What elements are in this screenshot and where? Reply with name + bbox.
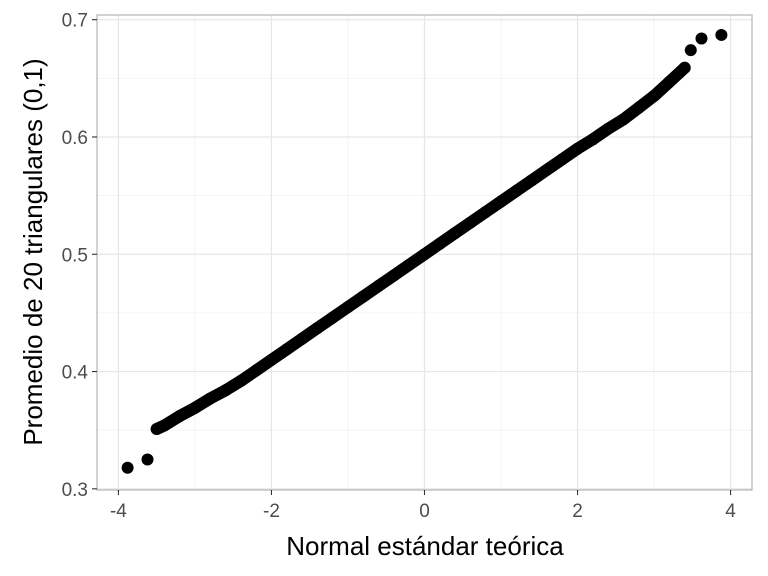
data-point: [556, 153, 569, 166]
y-axis-label: Promedio de 20 triangulares (0,1): [18, 58, 48, 445]
data-point: [219, 384, 232, 397]
data-point: [479, 206, 492, 219]
data-point: [341, 301, 354, 314]
data-point: [586, 133, 599, 146]
data-point: [158, 419, 171, 432]
data-point: [632, 101, 645, 114]
x-tick-label: 4: [725, 501, 736, 522]
y-tick-label: 0.6: [62, 128, 88, 149]
data-point: [433, 237, 446, 250]
x-tick-label: -4: [110, 501, 127, 522]
data-point: [715, 28, 728, 41]
data-point: [357, 290, 370, 303]
x-tick-label: -2: [263, 501, 280, 522]
data-point: [540, 163, 553, 176]
x-tick-label: 0: [419, 501, 430, 522]
data-point: [204, 392, 217, 405]
data-point: [418, 248, 431, 261]
data-point: [602, 122, 615, 135]
data-point: [234, 374, 247, 387]
y-tick-label: 0.3: [62, 480, 88, 501]
data-point: [121, 461, 134, 474]
data-point: [296, 332, 309, 345]
data-point: [495, 195, 508, 208]
data-point: [648, 89, 661, 102]
axis-ticks: -4 -2 0 2 4 0.3 0.4 0.5 0.6 0.7: [62, 11, 737, 522]
points-band: [150, 61, 691, 435]
x-tick-label: 2: [572, 501, 583, 522]
y-tick-label: 0.5: [62, 245, 88, 266]
x-axis-label: Normal estándar teórica: [286, 531, 564, 561]
data-point: [663, 75, 676, 88]
data-point: [326, 311, 339, 324]
data-point: [684, 44, 697, 57]
data-point: [265, 353, 278, 366]
data-point: [449, 227, 462, 240]
data-point: [695, 32, 708, 45]
grid: [97, 15, 752, 490]
data-point: [617, 113, 630, 126]
data-point: [571, 142, 584, 155]
data-point: [372, 279, 385, 292]
data-point: [403, 258, 416, 271]
y-tick-label: 0.4: [62, 363, 89, 384]
y-tick-label: 0.7: [62, 11, 88, 32]
data-point: [188, 401, 201, 414]
data-point: [250, 364, 263, 377]
data-point: [525, 174, 538, 187]
data-point: [141, 453, 154, 466]
data-point: [510, 184, 523, 197]
points: [121, 28, 728, 474]
data-point: [280, 343, 293, 356]
data-point: [464, 216, 477, 229]
data-point: [678, 61, 691, 74]
data-point: [311, 322, 324, 335]
data-point: [173, 410, 186, 423]
data-point: [387, 269, 400, 282]
